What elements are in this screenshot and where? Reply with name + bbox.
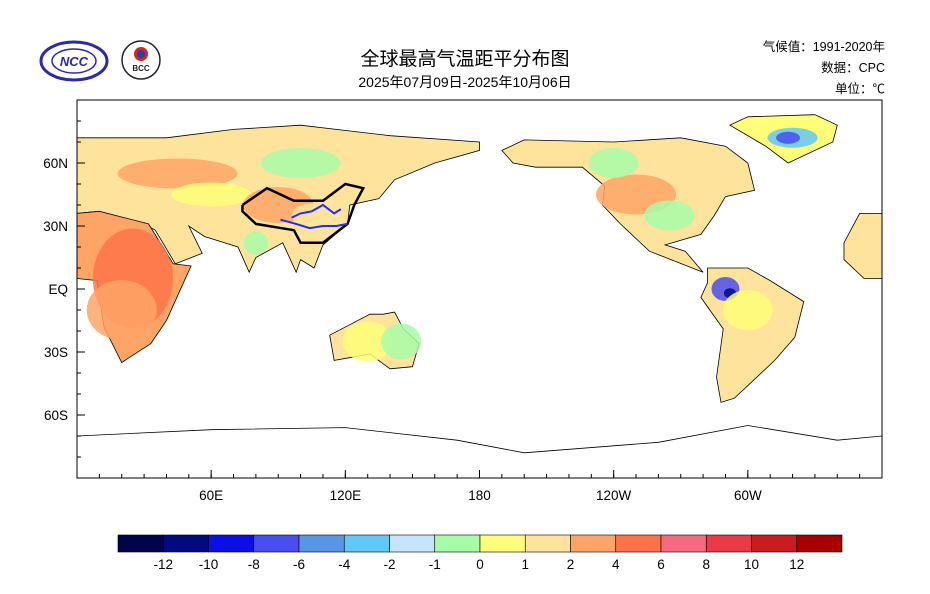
colorbar-label: 12: [789, 557, 804, 572]
y-tick-label: EQ: [48, 282, 68, 297]
x-tick-label: 120W: [596, 488, 632, 503]
colorbar-label: -1: [429, 557, 441, 572]
colorbar-swatch: [253, 534, 300, 553]
colorbar-swatch: [298, 534, 345, 553]
colorbar-label: -12: [153, 557, 173, 572]
colorbar-swatch: [570, 534, 617, 553]
y-tick-label: 60N: [43, 156, 68, 171]
data-source-label: 数据：CPC: [821, 61, 885, 75]
colorbar-swatch: [162, 534, 209, 553]
colorbar-swatch: [434, 534, 481, 553]
anomaly-region-2: [117, 158, 238, 189]
colorbar-label: 4: [612, 557, 620, 572]
y-tick-label: 30N: [43, 219, 68, 234]
colorbar-label: -8: [248, 557, 260, 572]
china-border: [241, 182, 366, 245]
bcc-logo: BCC: [121, 40, 161, 80]
x-tick-label: 180: [468, 488, 491, 503]
x-tick-label: 60E: [199, 488, 223, 503]
anomaly-region-7: [342, 321, 393, 362]
anomaly-region-13: [722, 290, 773, 330]
colorbar-swatch: [796, 534, 843, 553]
colorbar-label: -10: [199, 557, 219, 572]
colorbar-label: -6: [293, 557, 305, 572]
colorbar-label: -2: [383, 557, 395, 572]
yangtze-river: [280, 218, 348, 230]
map-panel: 60E 120E 180 120W 60W 60N 30N EQ 30S 60S: [43, 99, 883, 503]
colorbar-label: 6: [657, 557, 665, 572]
anomaly-region-1: [86, 280, 157, 340]
yellow-river: [291, 203, 342, 219]
anomaly-region-8: [381, 323, 422, 360]
anomaly-region-6: [243, 230, 268, 255]
anomaly-region-17: [260, 148, 341, 178]
svg-text:NCC: NCC: [60, 54, 89, 69]
y-tick-label: 60S: [44, 408, 68, 423]
colorbar-swatch: [117, 534, 164, 553]
anomaly-region-15: [644, 200, 695, 231]
climatology-label: 气候值：1991-2020年: [762, 40, 885, 54]
colorbar-label: 0: [476, 557, 484, 572]
anomaly-region-10: [776, 131, 801, 144]
colorbar-label: -4: [338, 557, 350, 572]
ncc-logo: NCC: [39, 40, 109, 82]
anomaly-region-5: [291, 203, 332, 228]
colorbar-swatch: [660, 534, 707, 553]
colorbar-swatch: [751, 534, 798, 553]
colorbar: -12 -10 -8 -6 -4 -2 -1 0 1 2 4 6 8 10 12: [117, 534, 843, 572]
colorbar-swatch: [479, 534, 526, 553]
chart-subtitle: 2025年07月09日-2025年10月06日: [358, 74, 572, 90]
x-tick-label: 120E: [330, 488, 362, 503]
land-antarctica: [77, 425, 882, 478]
y-tick-label: 30S: [44, 345, 68, 360]
colorbar-label: 10: [744, 557, 759, 572]
land-africa-west: [843, 212, 882, 279]
colorbar-label: 2: [567, 557, 575, 572]
colorbar-swatch: [615, 534, 662, 553]
x-tick-label: 60W: [734, 488, 762, 503]
anomaly-region-16: [588, 148, 639, 178]
svg-text:BCC: BCC: [132, 64, 150, 73]
chart-title: 全球最高气温距平分布图: [360, 49, 570, 70]
unit-label: 单位：℃: [834, 82, 885, 96]
colorbar-swatch: [705, 534, 752, 553]
colorbar-label: 1: [521, 557, 529, 572]
colorbar-label: 8: [702, 557, 710, 572]
colorbar-swatch: [208, 534, 255, 553]
colorbar-swatch: [389, 534, 436, 553]
colorbar-swatch: [524, 534, 571, 553]
anomaly-region-3: [171, 182, 252, 207]
colorbar-swatch: [343, 534, 390, 553]
